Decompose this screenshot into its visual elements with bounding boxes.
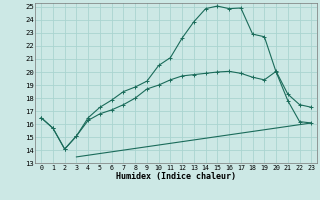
X-axis label: Humidex (Indice chaleur): Humidex (Indice chaleur) [116, 172, 236, 181]
